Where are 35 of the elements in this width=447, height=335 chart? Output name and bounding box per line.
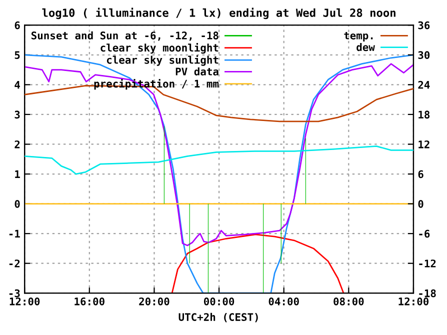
chart-title: log10 ( illuminance / 1 lx) ending at Wed Jul 28 noon: [42, 8, 396, 20]
legend-label: PV data: [176, 67, 218, 76]
x-tick-label: 20:00: [139, 297, 170, 306]
y-tick-label: 2: [14, 140, 20, 148]
legend-label: temp.: [344, 32, 373, 42]
legend-label: dew: [356, 43, 375, 52]
x-tick-label: 08:00: [334, 297, 364, 306]
x-tick-label: 12:00: [10, 297, 40, 306]
x-tick-label: 16:00: [74, 297, 104, 306]
y2-tick-label: 0: [418, 200, 424, 208]
y-tick-label: 6: [14, 21, 20, 30]
y2-tick-label: 6: [418, 170, 424, 178]
y-tick-label: 3: [14, 110, 20, 119]
y2-tick-label: 30: [418, 51, 430, 60]
y2-tick-label: 24: [418, 80, 430, 89]
x-tick-label: 00:00: [204, 297, 234, 306]
y-tick-label: -3: [9, 289, 20, 298]
legend-label: clear sky sunlight: [106, 55, 218, 66]
y2-tick-label: -12: [419, 260, 436, 268]
legend-label: clear sky moonlight: [100, 43, 218, 54]
x-tick-label: 12:00: [398, 297, 429, 306]
y-tick-label: 1: [15, 170, 20, 178]
y-tick-label: -1: [9, 230, 20, 238]
legend-label: Sunset and Sun at -6, -12, -18: [31, 31, 218, 41]
y-tick-label: -2: [9, 260, 20, 268]
y2-tick-label: -6: [419, 230, 430, 238]
y2-tick-label: 18: [418, 110, 430, 119]
y2-tick-label: 12: [418, 140, 430, 148]
y-tick-label: 5: [14, 51, 20, 60]
y2-tick-label: -18: [419, 289, 436, 298]
y2-tick-label: 36: [418, 21, 430, 30]
y-tick-label: 0: [14, 200, 20, 208]
y-tick-label: 4: [14, 81, 20, 89]
x-axis-title: UTC+2h (CEST): [178, 312, 258, 322]
x-tick-label: 04:00: [268, 297, 299, 306]
